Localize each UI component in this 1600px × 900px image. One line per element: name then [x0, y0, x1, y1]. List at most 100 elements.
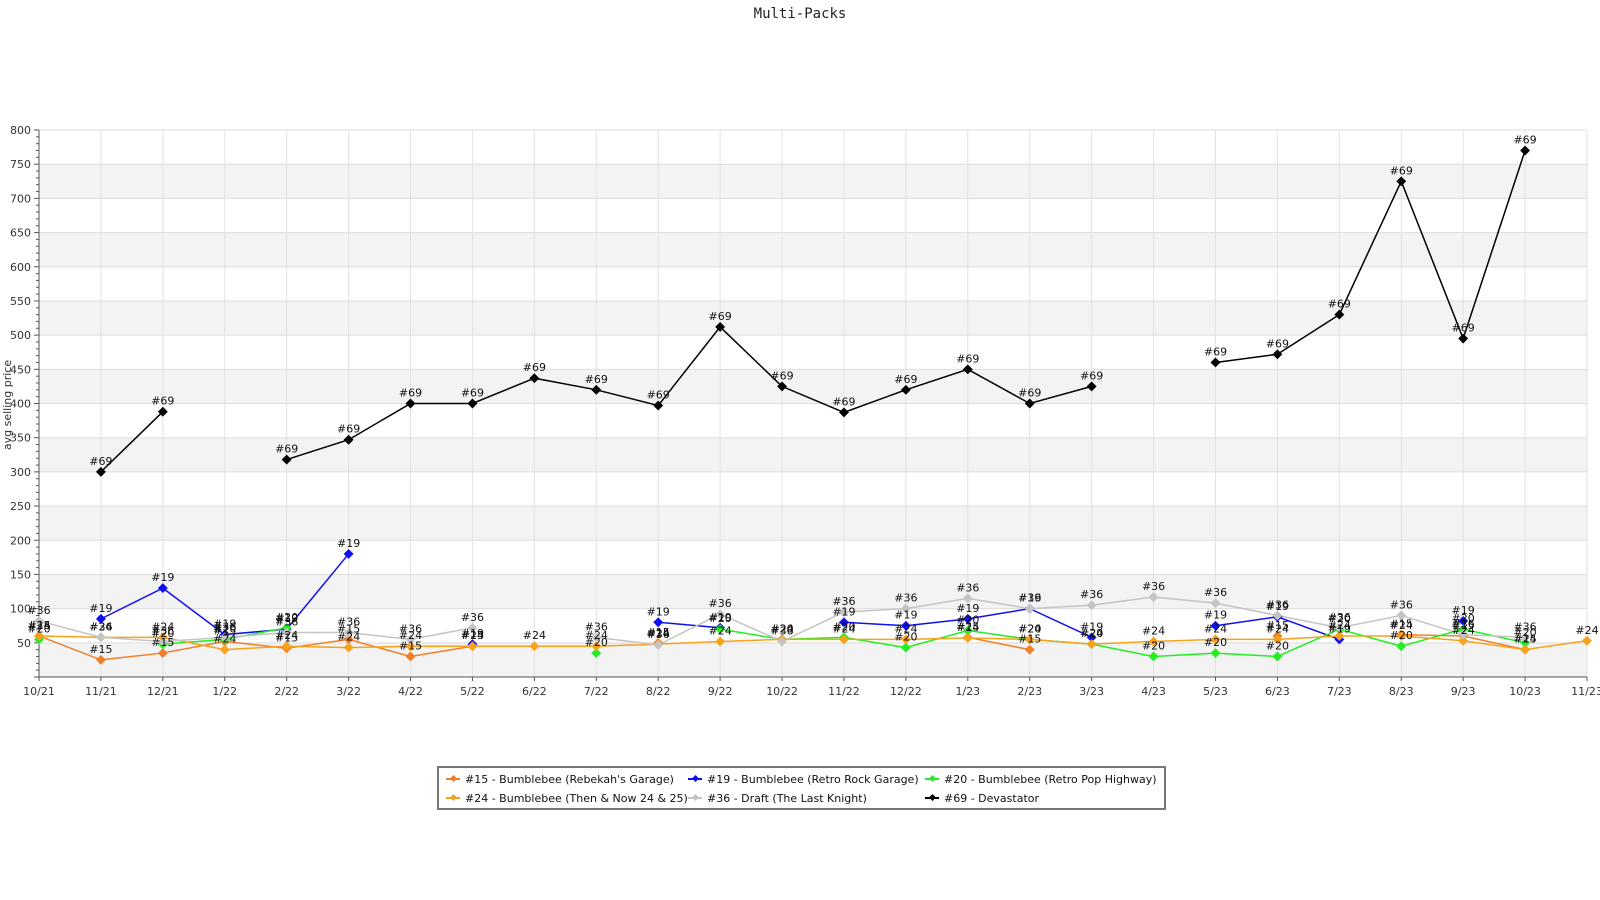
- legend-label: #19 - Bumblebee (Retro Rock Garage): [707, 772, 919, 786]
- data-point: [715, 609, 726, 620]
- data-label: #69: [956, 352, 979, 365]
- data-label: #36: [1266, 598, 1289, 611]
- data-point: [95, 613, 106, 624]
- data-label: #36: [1390, 598, 1413, 611]
- data-point: [405, 641, 416, 652]
- data-label: #24: [89, 620, 112, 633]
- plot-background: [39, 164, 1587, 677]
- legend-item: #36 - Draft (The Last Knight): [687, 789, 867, 807]
- x-tick-label: 4/22: [398, 685, 423, 698]
- data-point: [1458, 624, 1469, 635]
- data-point: [591, 641, 602, 652]
- data-label: #20: [832, 620, 855, 633]
- data-label: #24: [585, 629, 608, 642]
- data-point: [34, 631, 44, 641]
- data-point: [962, 593, 973, 604]
- legend-label: #24 - Bumblebee (Then & Now 24 & 25): [465, 791, 688, 805]
- data-point: [343, 642, 354, 653]
- y-tick-label: 400: [10, 398, 31, 411]
- data-point: [157, 583, 168, 594]
- data-label: #24: [1204, 622, 1227, 635]
- series-line: [1215, 150, 1526, 364]
- data-label: #36: [275, 616, 298, 629]
- data-point: [900, 603, 911, 614]
- tick-labels: 50 100 150 200 250 300 350 400 450 500 550 600 650 70…: [10, 124, 1600, 698]
- data-label: #24: [1452, 624, 1475, 637]
- data-point: [1148, 592, 1159, 602]
- legend-item: #15 - Bumblebee (Rebekah's Garage): [445, 770, 674, 788]
- data-label: #36: [399, 622, 422, 635]
- data-label: #24: [275, 629, 298, 642]
- data-label: #20: [585, 636, 608, 649]
- data-label: #36: [89, 620, 112, 633]
- legend-label: #20 - Bumblebee (Retro Pop Highway): [944, 772, 1157, 786]
- data-point: [405, 398, 416, 409]
- data-label: #15: [213, 624, 236, 637]
- data-label: #69: [151, 395, 174, 408]
- data-point: [653, 400, 664, 411]
- series-line: [38, 620, 473, 643]
- data-label: #24: [709, 624, 732, 637]
- data-point: [653, 639, 664, 650]
- data-point: [591, 632, 602, 643]
- data-label: #19: [151, 571, 174, 584]
- data-label: #20: [709, 612, 732, 625]
- data-label: #69: [1080, 369, 1103, 382]
- plot-band: [39, 300, 1587, 336]
- y-tick-label: 50: [17, 637, 31, 650]
- data-point: [467, 641, 478, 652]
- data-point: [715, 636, 726, 647]
- data-point: [467, 622, 478, 633]
- data-label: #15: [1452, 619, 1475, 632]
- data-label: #69: [647, 389, 670, 402]
- data-label: #19: [894, 609, 917, 622]
- data-point: [157, 636, 168, 647]
- data-label: #19: [275, 612, 298, 625]
- data-label: #24: [1390, 619, 1413, 632]
- data-point: [1334, 622, 1345, 633]
- data-label: #20: [956, 614, 979, 627]
- data-label: #24: [647, 627, 670, 640]
- data-label: #19: [709, 611, 732, 624]
- data-label: #24: [1266, 622, 1289, 635]
- data-label: #20: [1328, 612, 1351, 625]
- x-tick-label: 8/22: [646, 685, 671, 698]
- data-point: [219, 632, 230, 643]
- data-label: #19: [461, 627, 484, 640]
- data-label: #69: [461, 387, 484, 400]
- data-label: #15: [27, 619, 50, 632]
- data-point: [900, 620, 911, 631]
- plot-band: [39, 506, 1587, 541]
- data-point: [900, 384, 911, 395]
- y-tick-label: 600: [10, 261, 31, 274]
- data-point: [405, 634, 416, 645]
- data-label: #15: [1018, 633, 1041, 646]
- data-label: #19: [956, 602, 979, 615]
- data-label: #15: [461, 629, 484, 642]
- data-point: [1210, 634, 1221, 645]
- data-label: #24: [399, 629, 422, 642]
- x-tick-label: 8/23: [1389, 685, 1414, 698]
- x-tick-label: 5/22: [460, 685, 485, 698]
- data-label: #36: [213, 620, 236, 633]
- data-point: [962, 625, 973, 636]
- data-label: #19: [647, 605, 670, 618]
- data-label: #20: [1452, 612, 1475, 625]
- data-label: #69: [770, 369, 793, 382]
- data-point: [1148, 651, 1159, 662]
- data-point: [343, 548, 354, 559]
- x-tick-label: 2/23: [1017, 685, 1042, 698]
- data-label: #19: [832, 605, 855, 618]
- data-label: #36: [337, 616, 360, 629]
- data-label: #69: [399, 387, 422, 400]
- data-point: [1334, 631, 1345, 641]
- data-label: #36: [1018, 592, 1041, 605]
- data-label: #20: [1142, 639, 1165, 652]
- data-point: [529, 641, 540, 652]
- data-point: [1396, 176, 1407, 187]
- data-point: [281, 454, 292, 465]
- data-point: [839, 607, 849, 617]
- data-label: #20: [770, 622, 793, 635]
- data-point: [839, 617, 849, 628]
- data-label: #20: [894, 631, 917, 644]
